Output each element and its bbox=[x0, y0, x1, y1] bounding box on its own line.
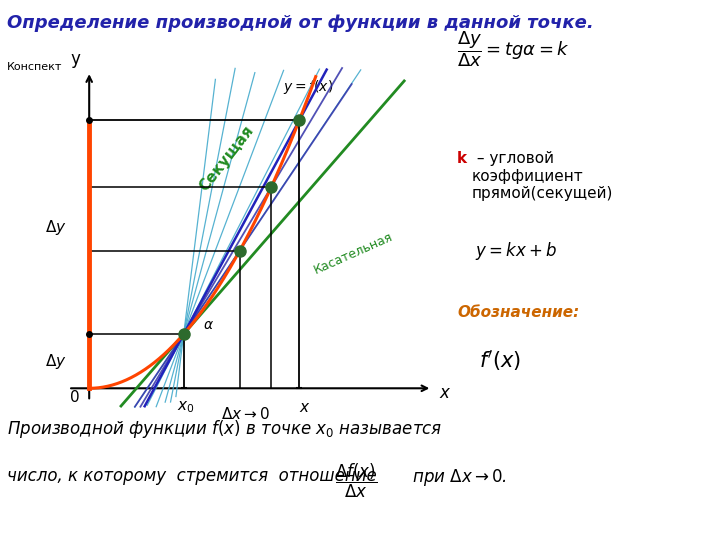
Text: $x$: $x$ bbox=[299, 400, 310, 415]
Text: $\dfrac{\Delta y}{\Delta x} = tg\alpha = k$: $\dfrac{\Delta y}{\Delta x} = tg\alpha =… bbox=[457, 30, 570, 69]
Text: $\Delta y$: $\Delta y$ bbox=[45, 218, 66, 237]
Text: $f'(x)$: $f'(x)$ bbox=[479, 348, 521, 373]
Text: Касательная: Касательная bbox=[312, 230, 395, 276]
Text: число, к которому  стремится  отношение: число, к которому стремится отношение bbox=[7, 467, 377, 485]
Text: x: x bbox=[439, 384, 449, 402]
Text: $\Delta x \to 0$: $\Delta x \to 0$ bbox=[220, 406, 269, 422]
Text: Определение производной от функции в данной точке.: Определение производной от функции в дан… bbox=[7, 14, 594, 31]
Text: Производной функции $f(x)$ в точке $x_0$ называется: Производной функции $f(x)$ в точке $x_0$… bbox=[7, 418, 443, 441]
Text: 0: 0 bbox=[71, 390, 80, 406]
Text: – угловой
коэффициент
прямой(секущей): – угловой коэффициент прямой(секущей) bbox=[472, 151, 613, 201]
Text: $\alpha$: $\alpha$ bbox=[203, 319, 214, 333]
Text: Обозначение:: Обозначение: bbox=[457, 305, 580, 320]
Text: y: y bbox=[71, 50, 80, 68]
Text: $y = kx + b$: $y = kx + b$ bbox=[475, 240, 557, 262]
Text: $y = f(x)$: $y = f(x)$ bbox=[284, 78, 334, 96]
Text: Конспект: Конспект bbox=[7, 62, 63, 72]
Text: при $\Delta x \to 0$.: при $\Delta x \to 0$. bbox=[407, 467, 507, 488]
Text: k: k bbox=[457, 151, 467, 166]
Text: $x_0$: $x_0$ bbox=[176, 400, 194, 415]
Text: $\Delta y$: $\Delta y$ bbox=[45, 352, 66, 370]
Text: $\dfrac{\Delta f(x)}{\Delta x}$: $\dfrac{\Delta f(x)}{\Delta x}$ bbox=[335, 462, 377, 500]
Text: Секущая: Секущая bbox=[196, 123, 256, 194]
